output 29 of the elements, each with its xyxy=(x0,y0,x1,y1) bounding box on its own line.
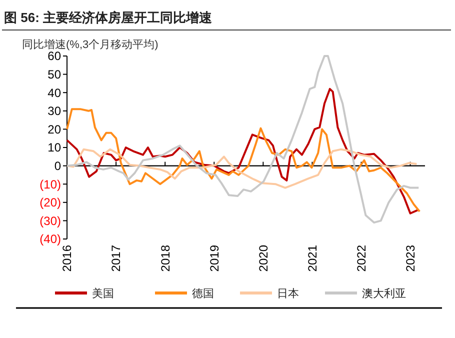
line-series xyxy=(66,88,420,214)
y-tick-label: 60 xyxy=(48,49,62,64)
y-tick-label: (30) xyxy=(40,214,61,228)
legend-label: 澳大利亚 xyxy=(362,286,406,300)
y-tick-label: 50 xyxy=(48,68,62,82)
line-series xyxy=(66,55,420,224)
x-tick-label: 2022 xyxy=(354,244,368,272)
x-tick-label: 2023 xyxy=(403,244,418,272)
y-tick-label: 40 xyxy=(48,86,62,100)
line-series xyxy=(66,108,421,213)
y-tick-label: 20 xyxy=(48,122,62,136)
legend-label: 德国 xyxy=(192,288,214,300)
x-tick-label: 2020 xyxy=(256,244,270,272)
x-tick-label: 2018 xyxy=(158,244,172,272)
x-tick-label: 2017 xyxy=(109,244,124,272)
x-tick-label: 2016 xyxy=(60,244,74,272)
legend-label: 日本 xyxy=(277,286,299,300)
legend-label: 美国 xyxy=(92,286,114,300)
y-tick-label: 30 xyxy=(48,104,62,118)
y-tick-label: 10 xyxy=(48,140,62,155)
y-tick-label: 0 xyxy=(54,159,62,173)
y-axis-title: 同比增速(%,3个月移动平均) xyxy=(22,38,158,51)
y-tick-label: (20) xyxy=(40,196,61,210)
x-tick-label: 2021 xyxy=(305,244,320,272)
chart-title: 图 56: 主要经济体房屋开工同比增速 xyxy=(4,10,214,25)
x-tick-label: 2019 xyxy=(207,244,222,272)
y-tick-label: (40) xyxy=(40,232,61,246)
y-tick-label: (10) xyxy=(40,177,61,192)
line-series xyxy=(66,148,418,189)
